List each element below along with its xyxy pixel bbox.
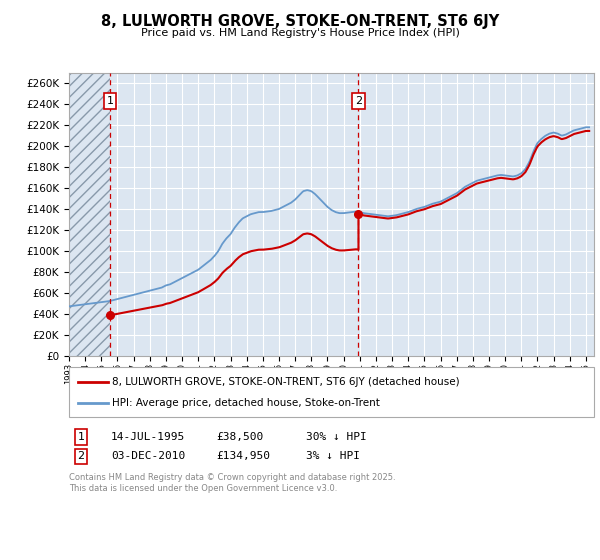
Text: 1: 1	[107, 96, 113, 106]
Text: 2: 2	[355, 96, 362, 106]
Text: 1: 1	[77, 432, 85, 442]
Text: HPI: Average price, detached house, Stoke-on-Trent: HPI: Average price, detached house, Stok…	[112, 398, 380, 408]
Text: Contains HM Land Registry data © Crown copyright and database right 2025.
This d: Contains HM Land Registry data © Crown c…	[69, 473, 395, 493]
Text: 8, LULWORTH GROVE, STOKE-ON-TRENT, ST6 6JY: 8, LULWORTH GROVE, STOKE-ON-TRENT, ST6 6…	[101, 14, 499, 29]
Text: £38,500: £38,500	[216, 432, 263, 442]
Text: Price paid vs. HM Land Registry's House Price Index (HPI): Price paid vs. HM Land Registry's House …	[140, 28, 460, 38]
Text: 03-DEC-2010: 03-DEC-2010	[111, 451, 185, 461]
Text: 2: 2	[77, 451, 85, 461]
Text: 8, LULWORTH GROVE, STOKE-ON-TRENT, ST6 6JY (detached house): 8, LULWORTH GROVE, STOKE-ON-TRENT, ST6 6…	[112, 377, 460, 387]
Bar	[69, 73, 110, 356]
Text: £134,950: £134,950	[216, 451, 270, 461]
Text: 3% ↓ HPI: 3% ↓ HPI	[306, 451, 360, 461]
Text: 14-JUL-1995: 14-JUL-1995	[111, 432, 185, 442]
Text: 30% ↓ HPI: 30% ↓ HPI	[306, 432, 367, 442]
